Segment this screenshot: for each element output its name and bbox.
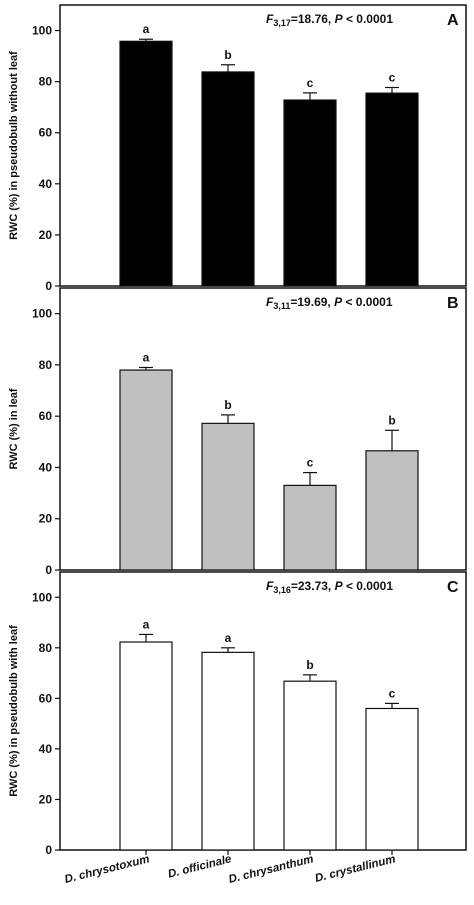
significance-letter: a [225,631,232,645]
significance-letter: c [307,76,314,90]
bar [119,369,173,571]
x-category-label: D. chrysanthum [227,853,314,886]
y-tick-label: 60 [39,126,53,140]
y-tick-label: 20 [39,792,53,806]
bar [365,92,419,287]
x-category-label: D. crystallinum [314,853,397,885]
panel-c: 0 20 40 60 80 100 RWC (%) in pseudobulb with l… [8,571,467,857]
y-tick-label: 20 [39,228,53,242]
significance-letter: c [389,686,396,700]
significance-letter: b [224,398,231,412]
bar [119,641,173,851]
bar [201,422,255,571]
y-tick-label: 40 [39,177,53,191]
y-tick-label: 80 [39,358,53,372]
panel-letter: A [447,12,459,29]
y-tick-label: 0 [45,563,52,577]
significance-letter: b [224,48,231,62]
bar [365,707,419,851]
plot-layer: 0 20 40 60 80 100 RWC (%) in pseudobulb withou… [8,4,467,886]
x-category-label: D. officinale [167,853,234,881]
panel-letter: B [447,295,459,312]
bar [283,99,337,287]
y-tick-label: 0 [45,843,52,857]
anova-statistic: F3,11=19.69, P < 0.0001 [266,295,393,311]
significance-letter: c [307,456,314,470]
y-tick-label: 100 [32,590,52,604]
y-tick-label: 40 [39,460,53,474]
significance-letter: a [143,350,150,364]
significance-letter: a [143,617,150,631]
panel-a: 0 20 40 60 80 100 RWC (%) in pseudobulb withou… [8,4,467,293]
panel-letter: C [447,579,459,596]
y-tick-label: 100 [32,307,52,321]
bar [201,651,255,851]
significance-letter: b [388,413,395,427]
y-tick-label: 100 [32,24,52,38]
bar [201,71,255,287]
y-tick-label: 80 [39,75,53,89]
y-tick-label: 60 [39,409,53,423]
panel-b: 0 20 40 60 80 100 RWC (%) in leaf F3,11=19.69, … [8,287,467,577]
significance-letter: a [143,22,150,36]
y-tick-label: 0 [45,279,52,293]
bar [365,450,419,571]
bar [283,484,337,571]
x-category-label: D. chrysotoxum [63,853,150,886]
y-axis-label: RWC (%) in leaf [8,388,20,469]
y-tick-label: 60 [39,691,53,705]
anova-statistic: F3,17=18.76, P < 0.0001 [266,12,393,28]
anova-statistic: F3,16=23.73, P < 0.0001 [266,579,393,595]
y-tick-label: 20 [39,512,53,526]
panel-frame [59,571,467,851]
panel-frame [59,287,467,571]
significance-letter: b [306,658,313,672]
y-tick-label: 80 [39,641,53,655]
panel-frame [59,4,467,287]
y-axis-label: RWC (%) in pseudobulb without leaf [8,51,20,240]
bar [119,40,173,287]
significance-letter: c [389,71,396,85]
y-tick-label: 40 [39,742,53,756]
bar [283,680,337,851]
y-axis-label: RWC (%) in pseudobulb with leaf [8,625,20,797]
